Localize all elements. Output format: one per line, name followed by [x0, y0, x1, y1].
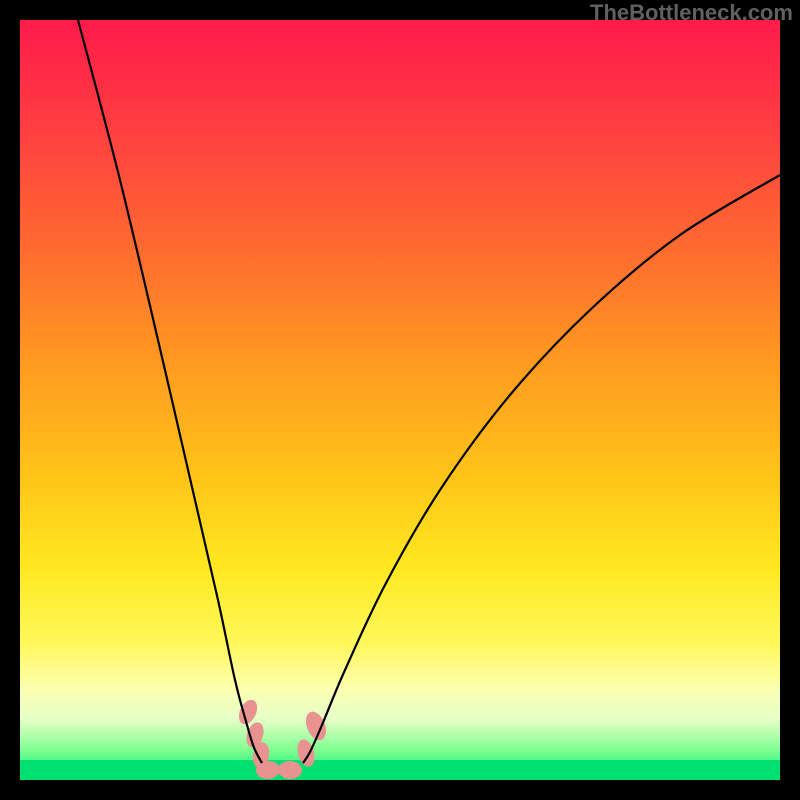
- chart-plot-background: [20, 20, 780, 780]
- chart-container: TheBottleneck.com: [0, 0, 800, 800]
- chart-green-baseline-band: [20, 760, 780, 780]
- source-label: TheBottleneck.com: [590, 0, 793, 26]
